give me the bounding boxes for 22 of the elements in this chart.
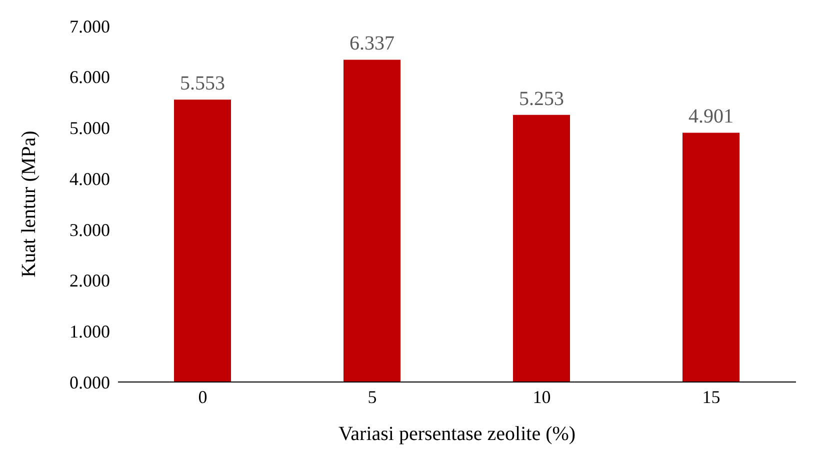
data-label: 6.337: [350, 32, 394, 55]
y-tick-label: 6.000: [70, 67, 110, 88]
y-tick-label: 4.000: [70, 168, 110, 189]
y-tick-label: 7.000: [70, 16, 110, 36]
y-tick-label: 1.000: [70, 322, 110, 342]
data-label: 5.253: [519, 88, 564, 110]
y-tick-label: 5.000: [70, 118, 110, 138]
x-axis-title: Variasi persentase zeolite (%): [338, 423, 576, 445]
bar: [174, 100, 231, 382]
y-tick-label: 0.000: [70, 372, 110, 392]
x-tick-label: 15: [702, 386, 720, 407]
y-axis-title: Kuat lentur (MPa): [18, 130, 40, 278]
y-tick-label: 2.000: [70, 270, 110, 291]
bar: [513, 114, 570, 382]
data-label: 5.553: [180, 72, 225, 95]
bar: [344, 60, 400, 382]
x-tick-label: 10: [532, 386, 551, 407]
bar: [682, 132, 740, 382]
x-tick-label: 5: [368, 386, 377, 407]
x-tick-label: 0: [198, 386, 208, 407]
data-label: 4.901: [688, 106, 734, 128]
y-tick-label: 3.000: [70, 220, 110, 240]
